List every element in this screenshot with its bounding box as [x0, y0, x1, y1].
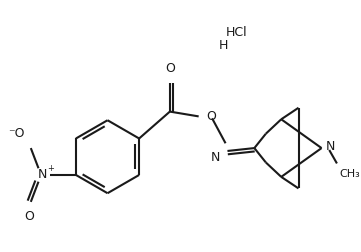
Text: O: O [165, 62, 175, 75]
Text: O: O [206, 110, 216, 123]
Text: ⁻O: ⁻O [9, 128, 25, 140]
Text: O: O [24, 209, 34, 223]
Text: N: N [38, 169, 47, 181]
Text: CH₃: CH₃ [340, 169, 361, 179]
Text: N: N [210, 151, 220, 164]
Text: HCl: HCl [226, 26, 247, 39]
Text: H: H [219, 39, 228, 52]
Text: +: + [47, 164, 54, 173]
Text: N: N [325, 140, 335, 153]
